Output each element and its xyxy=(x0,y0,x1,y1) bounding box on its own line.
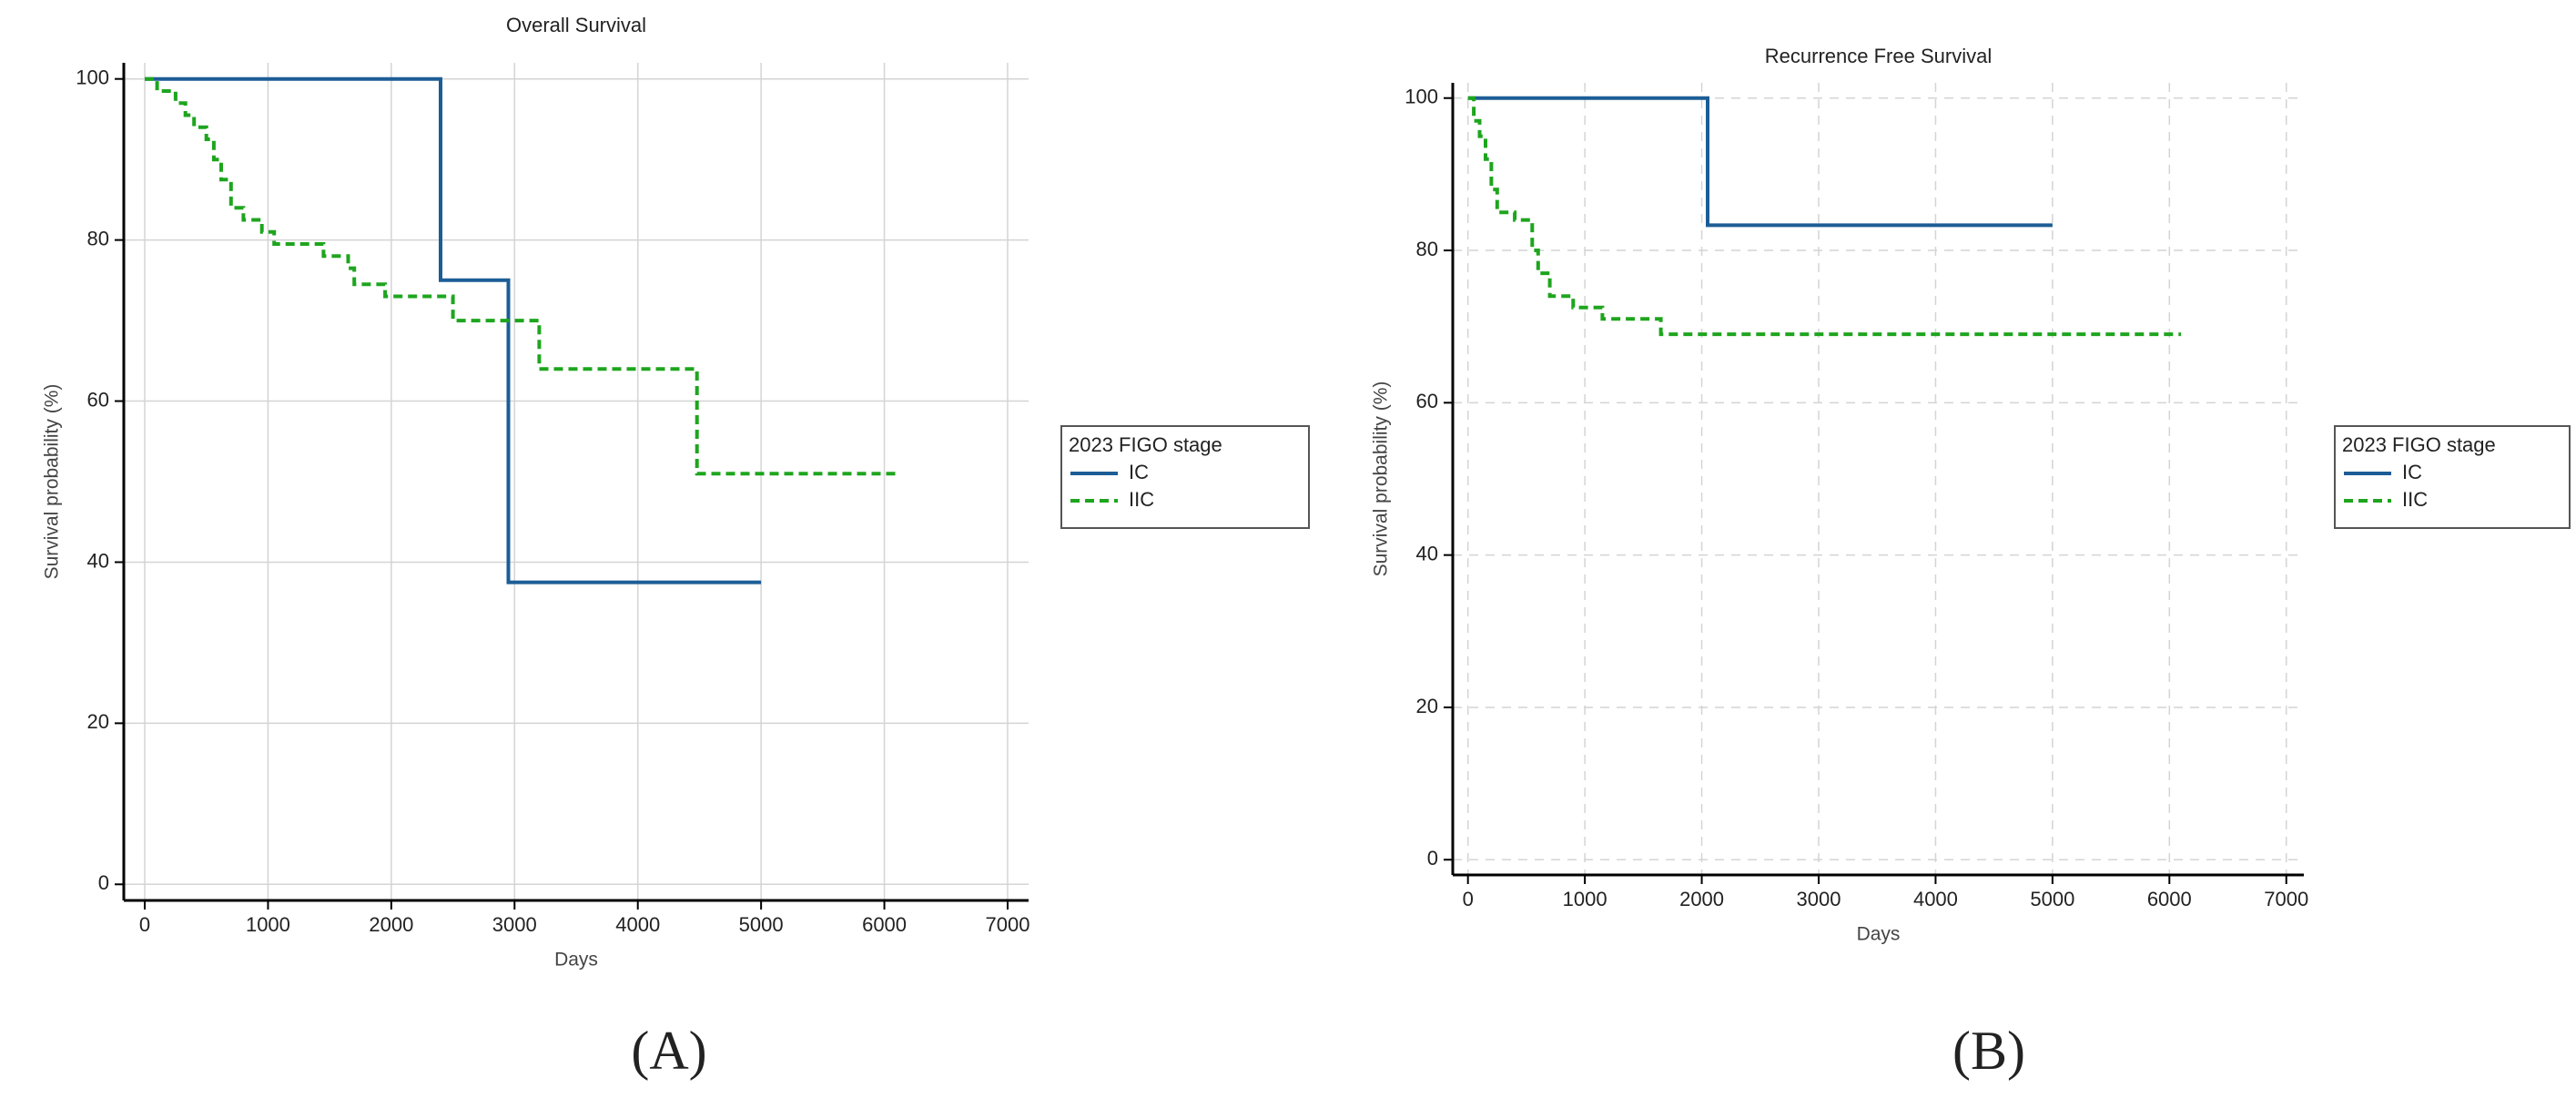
y-tick-label: 60 xyxy=(87,388,109,411)
x-tick-label: 7000 xyxy=(2264,888,2308,910)
survival-curve xyxy=(1467,96,2053,228)
y-tick-label: 40 xyxy=(87,549,109,572)
legend-label: IC xyxy=(2402,461,2422,483)
x-tick-label: 4000 xyxy=(1913,888,1958,910)
y-tick-label: 0 xyxy=(1427,847,1438,869)
x-axis-label: Days xyxy=(554,950,598,971)
legend-label: IIC xyxy=(2402,488,2428,511)
y-tick-label: 20 xyxy=(1416,695,1438,717)
survival-curve xyxy=(1467,96,2182,337)
survival-curve xyxy=(145,76,762,585)
x-tick-label: 1000 xyxy=(1563,888,1607,910)
x-tick-label: 3000 xyxy=(1797,888,1841,910)
x-tick-label: 5000 xyxy=(2030,888,2074,910)
panel-label: (A) xyxy=(631,1021,706,1081)
legend-label: IIC xyxy=(1129,488,1154,511)
legend-box xyxy=(1060,425,1310,529)
x-tick-label: 7000 xyxy=(986,913,1030,936)
y-tick-label: 0 xyxy=(98,871,109,894)
x-tick-label: 0 xyxy=(1463,888,1474,910)
legend-label: IC xyxy=(1129,461,1149,483)
y-tick-label: 100 xyxy=(1405,86,1438,108)
y-tick-label: 80 xyxy=(87,227,109,249)
x-tick-label: 4000 xyxy=(615,913,660,936)
y-axis-label: Survival probability (%) xyxy=(42,384,63,580)
x-tick-label: 2000 xyxy=(1679,888,1724,910)
x-axis-label: Days xyxy=(1857,924,1901,945)
x-tick-label: 1000 xyxy=(246,913,290,936)
survival-curve xyxy=(145,76,898,476)
x-tick-label: 3000 xyxy=(492,913,537,936)
legend-title: 2023 FIGO stage xyxy=(2342,433,2496,456)
legend-title: 2023 FIGO stage xyxy=(1069,433,1222,456)
y-axis-label: Survival probability (%) xyxy=(1371,381,1392,577)
legend-box xyxy=(2334,425,2571,529)
chart-title: Recurrence Free Survival xyxy=(1765,45,1992,67)
x-tick-label: 2000 xyxy=(369,913,413,936)
x-tick-label: 5000 xyxy=(739,913,784,936)
y-tick-label: 60 xyxy=(1416,390,1438,412)
y-tick-label: 100 xyxy=(76,66,109,89)
x-tick-label: 6000 xyxy=(862,913,907,936)
y-tick-label: 40 xyxy=(1416,542,1438,564)
x-tick-label: 6000 xyxy=(2147,888,2192,910)
chart-title: Overall Survival xyxy=(506,14,646,36)
y-tick-label: 80 xyxy=(1416,238,1438,260)
x-tick-label: 0 xyxy=(139,913,150,936)
y-tick-label: 20 xyxy=(87,710,109,733)
panel-label: (B) xyxy=(1952,1021,2025,1081)
